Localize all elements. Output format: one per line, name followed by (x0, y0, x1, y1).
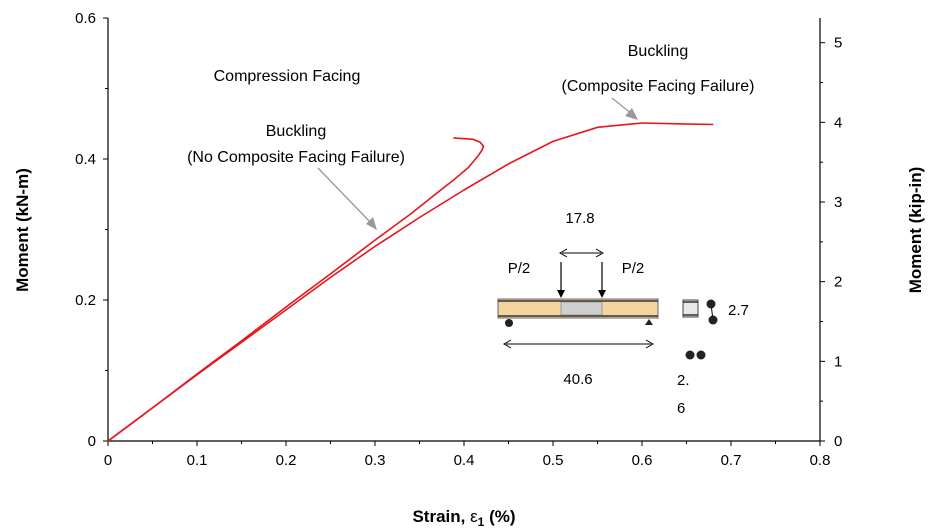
x-axis-ticks: 0 0.1 0.2 0.3 0.4 0.5 0.6 0.7 0.8 (104, 441, 831, 469)
x-tick-label: 0.3 (365, 452, 386, 469)
right-y-axis-ticks: 0 1 2 3 4 5 (820, 35, 842, 450)
inset-width-dim-dot-right (696, 350, 706, 360)
annotation-buckling-1-title: Buckling (266, 123, 326, 140)
series-layer (107, 122, 714, 442)
x-tick-label: 0.5 (543, 452, 564, 469)
annotations: Compression Facing Buckling (No Composit… (187, 43, 754, 230)
right-y-tick-label: 3 (834, 194, 842, 211)
y-axis-title-right: Moment (kip-in) (906, 167, 925, 294)
right-y-tick-label: 5 (834, 35, 842, 52)
beam-schematic-inset: 17.8 P/2 P/2 40.6 2.7 2. 6 (497, 210, 749, 417)
inset-left-support (505, 319, 513, 327)
inset-inner-span-arrow-right (595, 248, 605, 258)
inset-load-left-label: P/2 (508, 260, 531, 277)
y-axis-ticks: 0 0.2 0.4 0.6 (75, 10, 108, 450)
x-tick-label: 0.1 (187, 452, 208, 469)
x-tick-label: 0.2 (276, 452, 297, 469)
x-tick-label: 0.4 (454, 452, 475, 469)
inset-inner-span-arrow-left (558, 248, 568, 258)
inset-load-right-arrowhead (598, 290, 606, 298)
inset-load-right-label: P/2 (622, 260, 645, 277)
annotation-buckling-2-title: Buckling (628, 43, 688, 60)
x-tick-label: 0.7 (721, 452, 742, 469)
x-tick-label: 0 (104, 452, 112, 469)
y-tick-label: 0.4 (75, 151, 96, 168)
series-line-1 (107, 137, 485, 442)
right-y-tick-label: 0 (834, 433, 842, 450)
inset-right-support (645, 319, 653, 325)
inset-width-label-line2: 6 (677, 400, 685, 417)
inset-cross-section (682, 299, 699, 318)
y-tick-label: 0.6 (75, 10, 96, 27)
series-line-2 (107, 122, 714, 442)
right-y-tick-label: 4 (834, 114, 842, 131)
x-axis-title: Strain, ε1 (%) (412, 507, 515, 529)
x-tick-label: 0.8 (810, 452, 831, 469)
right-y-tick-label: 2 (834, 274, 842, 291)
inset-load-left-arrowhead (557, 290, 565, 298)
inset-outer-span-label: 40.6 (563, 371, 592, 388)
annotation-buckling-2-detail: (Composite Facing Failure) (562, 78, 755, 95)
annotation-buckling-1-detail: (No Composite Facing Failure) (187, 149, 405, 166)
inset-outer-span-arrow-left (502, 339, 512, 349)
inset-outer-span-arrow-right (645, 339, 655, 349)
inset-width-label-line1: 2. (677, 372, 690, 389)
inset-width-dim-dot-left (685, 350, 695, 360)
annotation-arrow-1-head (366, 217, 377, 230)
right-y-tick-label: 1 (834, 353, 842, 370)
y-tick-label: 0.2 (75, 292, 96, 309)
inset-height-dim-dot-bottom (708, 315, 718, 325)
x-tick-label: 0.6 (632, 452, 653, 469)
inset-inner-span-label: 17.8 (565, 210, 594, 227)
inset-height-label: 2.7 (728, 302, 749, 319)
annotation-arrow-2-head (625, 108, 638, 120)
annotation-compression-facing: Compression Facing (214, 68, 361, 85)
inset-gage-zone (560, 301, 603, 316)
annotation-arrow-2-line (611, 97, 633, 115)
inset-height-dim-dot-top (706, 299, 716, 309)
annotation-arrow-1-line (317, 167, 373, 225)
y-axis-title: Moment (kN-m) (13, 168, 32, 292)
y-tick-label: 0 (88, 433, 96, 450)
